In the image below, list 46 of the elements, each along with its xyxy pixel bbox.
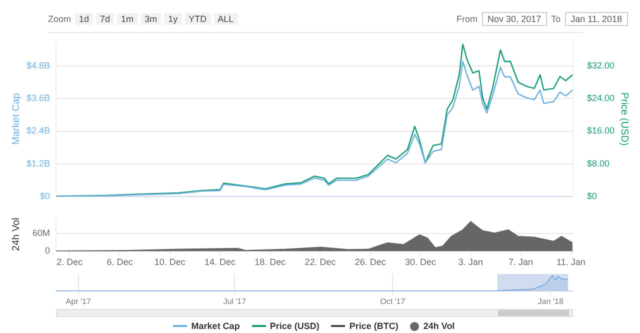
text: 1d — [75, 13, 94, 25]
y2-axis-title: Price (USD) — [618, 92, 630, 146]
y-tick-label: $4.8B — [26, 60, 50, 70]
x-tick-label: Jul '17 — [223, 297, 247, 306]
text: From — [456, 14, 478, 24]
y2-tick-label: $16.00 — [587, 126, 615, 136]
legend-label: Price (BTC) — [349, 321, 398, 331]
y2-tick-label: $24.00 — [587, 93, 615, 104]
x-tick-label: Oct '17 — [380, 297, 406, 306]
text: 3m — [140, 13, 162, 25]
x-tick-label: 11. Jan — [556, 257, 586, 268]
x-tick-label: 3. Jan — [458, 257, 483, 268]
text: Zoom — [48, 14, 72, 24]
x-tick-label: Apr '17 — [66, 297, 92, 306]
y-tick-label: $1.2B — [26, 158, 50, 168]
text: 1m — [117, 13, 138, 25]
y-tick-label: 60M — [32, 228, 50, 238]
x-tick-label: 7. Jan — [508, 257, 534, 268]
x-tick-label: 18. Dec — [254, 257, 286, 268]
text: YTD — [184, 13, 211, 25]
y2-tick-label: $32.00 — [587, 60, 615, 70]
y-tick-label: $2.4B — [26, 126, 50, 136]
legend-label: Price (USD) — [270, 321, 320, 331]
x-tick-label: 22. Dec — [304, 257, 336, 268]
x-tick-label: 14. Dec — [204, 257, 236, 268]
x-tick-label: 6. Dec — [106, 257, 134, 268]
x-tick-label: 10. Dec — [154, 257, 186, 268]
text: ALL — [214, 13, 238, 25]
legend-label: 24h Vol — [423, 321, 455, 331]
text: Jan 11, 2018 — [564, 12, 628, 26]
y2-tick-label: $0 — [587, 191, 598, 202]
text: 1y — [164, 13, 182, 25]
y-tick-label: 0 — [44, 246, 50, 256]
y-tick-label: $0 — [40, 191, 50, 202]
x-tick-label: 30. Dec — [404, 257, 437, 268]
y-tick-label: $3.6B — [26, 93, 50, 104]
y2-tick-label: $8.00 — [587, 158, 610, 168]
text: Nov 30, 2017 — [482, 12, 548, 26]
y-axis-title: Market Cap — [10, 92, 22, 145]
text: 7d — [96, 13, 114, 25]
y-axis-title: 24h Vol — [10, 218, 22, 251]
x-tick-label: 2. Dec — [56, 257, 84, 268]
text: To — [551, 14, 561, 24]
x-tick-label: 26. Dec — [354, 257, 386, 268]
x-tick-label: Jan '18 — [538, 297, 564, 306]
legend-label: Market Cap — [191, 321, 240, 331]
